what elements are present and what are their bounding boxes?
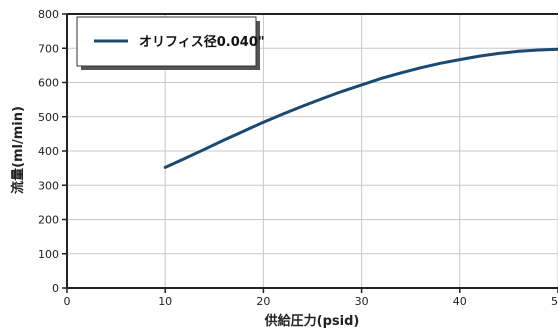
legend: オリフィス径0.040": [76, 16, 265, 70]
x-tick-label: 20: [256, 295, 270, 308]
y-tick-label: 400: [38, 145, 59, 158]
series-layer: [163, 47, 558, 169]
y-tick-label: 800: [38, 8, 59, 21]
y-tick-label: 300: [38, 179, 59, 192]
x-tick-label: 0: [64, 295, 71, 308]
y-tick-label: 700: [38, 42, 59, 55]
axes: [62, 13, 558, 293]
x-tick-label: 40: [453, 295, 467, 308]
series-line: [163, 47, 558, 169]
y-tick-label: 600: [38, 77, 59, 90]
tick-labels: 0 100 200 300 400 500 600 700 800 0 10 20 30 40 50: [38, 8, 558, 308]
y-tick-label: 100: [38, 248, 59, 261]
x-axis-title: 供給圧力(psid): [264, 313, 360, 329]
x-tick-label: 50: [551, 295, 558, 308]
x-tick-label: 30: [355, 295, 369, 308]
legend-label: オリフィス径0.040": [139, 34, 265, 50]
y-tick-label: 0: [52, 282, 59, 295]
x-tick-label: 10: [158, 295, 172, 308]
y-tick-label: 500: [38, 111, 59, 124]
y-tick-label: 200: [38, 214, 59, 227]
y-axis-title: 流量(ml/min): [10, 106, 26, 194]
